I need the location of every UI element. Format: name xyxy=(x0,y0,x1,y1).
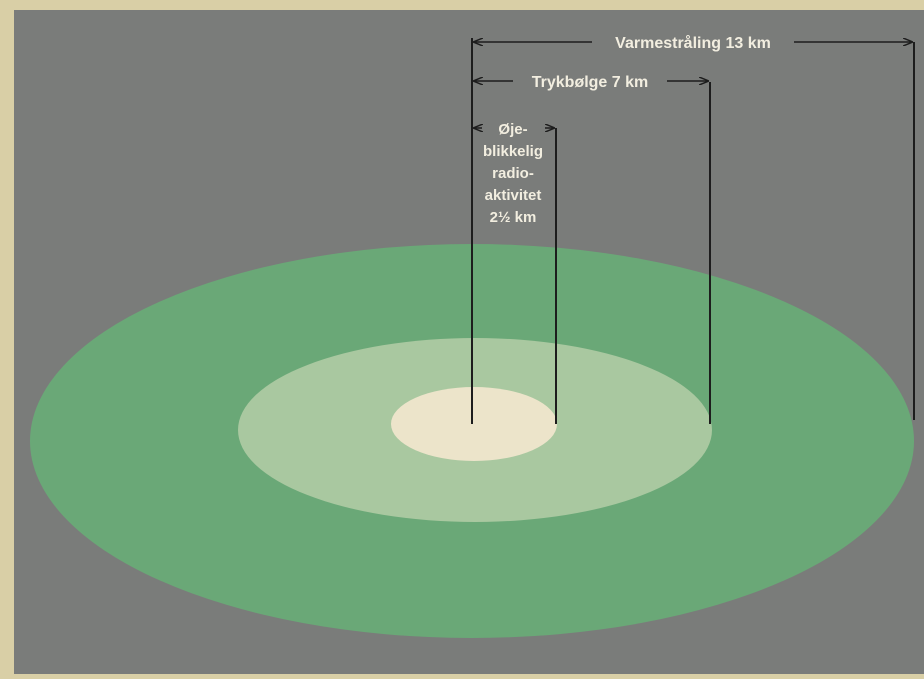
varme-label: Varmestråling 13 km xyxy=(615,34,771,52)
radio-label-line-1: Øje- xyxy=(498,121,527,138)
radio-label-line-4: aktivitet xyxy=(485,187,542,204)
radio-label-line-5: 2½ km xyxy=(490,209,537,226)
tryk-label: Trykbølge 7 km xyxy=(532,74,649,91)
radio-label-line-3: radio- xyxy=(492,165,534,182)
radio-label-line-2: blikkelig xyxy=(483,143,543,160)
inner-zone xyxy=(391,387,557,461)
